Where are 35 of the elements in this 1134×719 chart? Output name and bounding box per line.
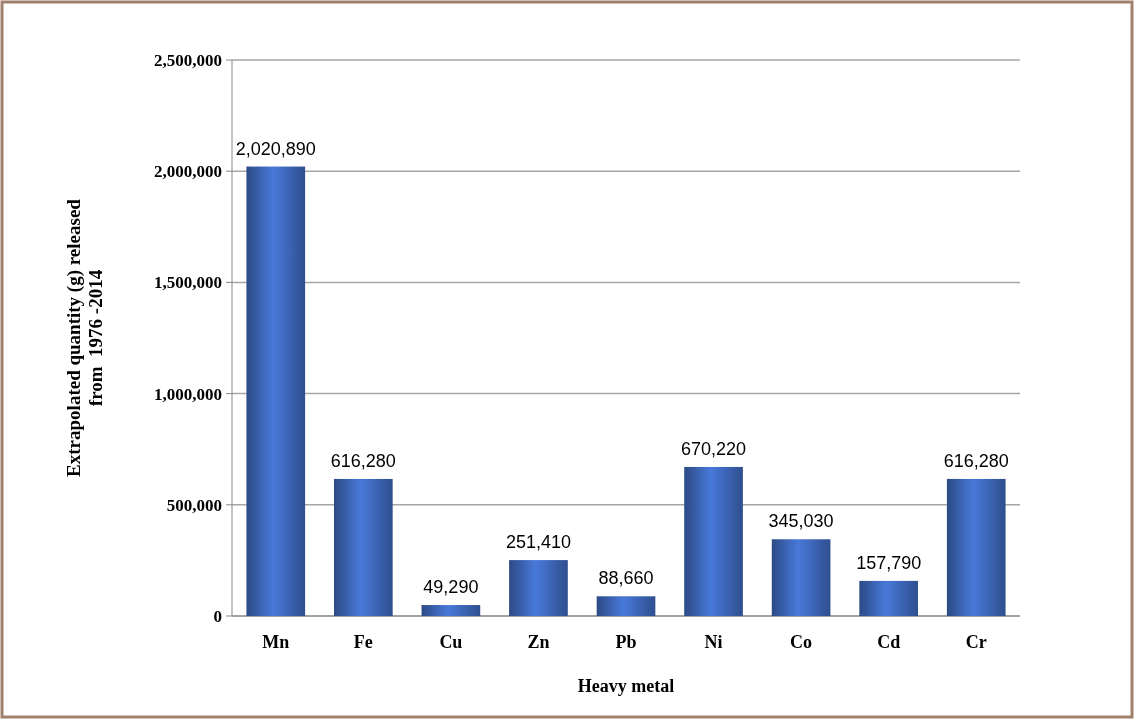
data-label: 2,020,890: [235, 138, 316, 159]
data-label: 616,280: [330, 450, 396, 471]
x-tick-label: Fe: [353, 632, 373, 652]
bar: [771, 539, 831, 616]
bar: [334, 478, 393, 616]
x-tick-label: Ni: [704, 632, 723, 652]
bar: [946, 478, 1006, 616]
bar: [421, 605, 481, 616]
data-label: 616,280: [943, 450, 1009, 471]
x-tick-label: Mn: [262, 632, 290, 652]
x-tick-label: Cu: [439, 632, 463, 652]
x-tick-label: Cd: [877, 632, 901, 652]
y-tick-label: 2,000,000: [154, 162, 222, 182]
y-axis-title: Extrapolated quantity (g) released from 1976 -2014: [63, 198, 106, 477]
bar: [509, 560, 568, 616]
data-label: 251,410: [505, 532, 571, 553]
data-label: 157,790: [856, 552, 922, 573]
y-tick-label: 2,500,000: [154, 50, 222, 70]
x-tick-label: Cr: [965, 632, 987, 652]
x-tick-label: Zn: [527, 632, 550, 652]
y-tick-label: 1,000,000: [154, 384, 222, 404]
bar: [596, 596, 656, 616]
data-label: 88,660: [598, 568, 654, 589]
data-label: 49,290: [423, 577, 479, 598]
y-tick-label: 0: [213, 606, 222, 626]
bar: [684, 466, 743, 616]
data-label: 345,030: [768, 511, 834, 532]
data-label: 670,220: [681, 438, 747, 459]
bar: [859, 580, 918, 616]
bar: [246, 166, 306, 616]
y-tick-label: 500,000: [166, 495, 222, 515]
x-tick-label: Co: [790, 632, 813, 652]
x-tick-label: Pb: [615, 632, 637, 652]
x-axis-title: Heavy metal: [577, 676, 675, 696]
y-tick-label: 1,500,000: [154, 273, 222, 293]
